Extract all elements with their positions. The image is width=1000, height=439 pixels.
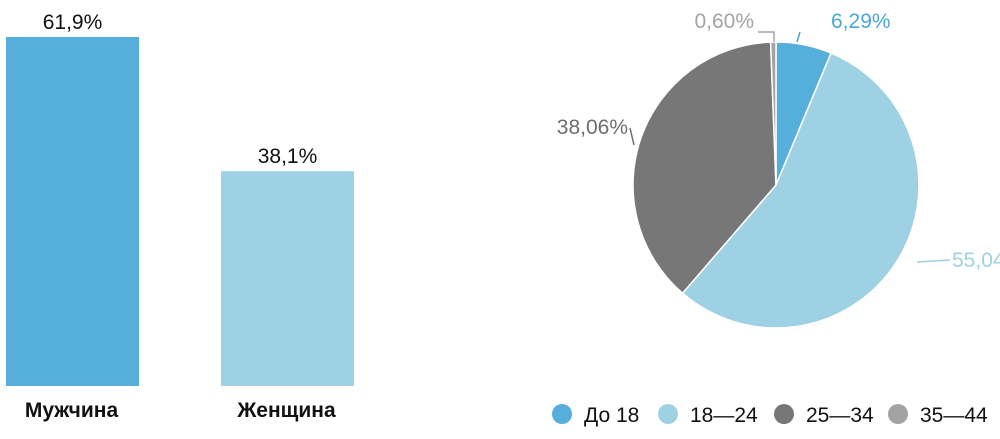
bar-2 [221,171,354,386]
legend-marker [552,404,572,424]
legend-label: 35—44 [920,404,988,427]
legend-label: 25—34 [806,404,874,427]
pie-data-label: 6,29% [831,10,891,33]
pie-slice-3 [632,41,777,295]
bar-category-label: Мужчина [25,399,119,422]
pie-data-label: 0,60% [694,10,754,33]
bar-category-label: Женщина [236,399,336,422]
bar-data-label: 61,9% [43,11,103,34]
pie-leader-line [758,31,775,42]
legend-label: 18—24 [690,404,758,427]
pie-data-label: 38,06% [557,116,628,139]
pie-slice-2 [681,52,920,329]
pie-leader-line [796,31,801,43]
legend-marker [774,404,794,424]
pie-leader-line [916,259,951,263]
legend-marker [658,404,678,424]
legend-label: До 18 [584,404,639,427]
legend-marker [888,404,908,424]
bar-data-label: 38,1% [258,145,318,168]
pie-data-label: 55,04% [952,249,1000,272]
pie-slice-4 [769,41,777,186]
pie-leader-line [629,127,635,146]
bar-1 [6,37,139,386]
